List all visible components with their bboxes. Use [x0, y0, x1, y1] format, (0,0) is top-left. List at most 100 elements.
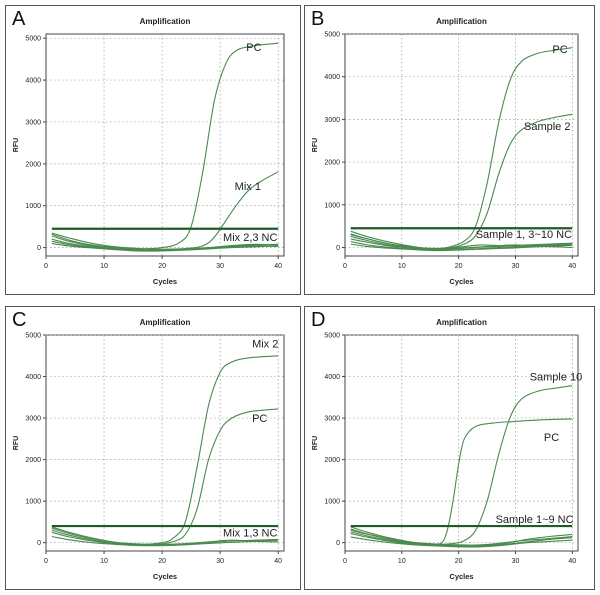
- panel-letter: A: [12, 8, 26, 30]
- y-tick-label: 1000: [25, 499, 41, 506]
- y-axis-label: RFU: [312, 436, 319, 450]
- amplification-curve: [350, 528, 573, 546]
- curve-annotation: Mix 2,3 NC: [223, 232, 277, 244]
- panel-d: Amplification 0 10 20 30 40 0 1000 2000 3000 4000 5…: [304, 306, 595, 590]
- x-tick-label: 10: [398, 558, 406, 565]
- curve-annotation: Sample 10: [530, 372, 583, 384]
- x-tick-label: 20: [158, 263, 166, 270]
- x-tick-label: 30: [512, 558, 520, 565]
- panel-b: Amplification 0 10 20 30 40 0 1000 2000 3000 4000 5…: [304, 5, 595, 295]
- y-tick-label: 4000: [324, 374, 340, 381]
- x-tick-label: 20: [455, 263, 463, 270]
- chart-title: Amplification: [436, 17, 487, 26]
- curve-annotation: PC: [544, 432, 559, 444]
- chart-title: Amplification: [436, 318, 487, 327]
- y-tick-label: 4000: [324, 74, 340, 81]
- amplification-chart-a: Amplification 0 10 20 30 40 0 1000 2000 3000 4000 5…: [13, 17, 285, 286]
- amplification-curve: [350, 113, 573, 250]
- amplification-curve: [51, 408, 279, 546]
- x-tick-label: 0: [44, 558, 48, 565]
- x-tick-label: 0: [343, 558, 347, 565]
- curve-annotation: Mix 1: [235, 181, 261, 193]
- y-tick-label: 4000: [25, 78, 41, 85]
- panel-letter: D: [311, 309, 326, 331]
- y-tick-label: 1000: [25, 203, 41, 210]
- x-axis-label: Cycles: [449, 572, 473, 581]
- series-group: [350, 385, 573, 548]
- y-tick-label: 0: [37, 245, 41, 252]
- y-tick-label: 0: [37, 540, 41, 547]
- x-tick-label: 40: [568, 263, 576, 270]
- x-tick-label: 20: [455, 558, 463, 565]
- x-axis-label: Cycles: [449, 277, 473, 286]
- x-axis-label: Cycles: [153, 572, 177, 581]
- y-tick-label: 0: [336, 245, 340, 252]
- x-tick-label: 10: [398, 263, 406, 270]
- y-tick-label: 5000: [25, 333, 41, 340]
- curve-annotation: Sample 1, 3~10 NC: [476, 229, 572, 241]
- y-tick-label: 5000: [25, 36, 41, 43]
- y-tick-label: 4000: [25, 374, 41, 381]
- curve-annotation: Sample 2: [524, 121, 570, 133]
- y-tick-label: 1000: [324, 202, 340, 209]
- amplification-curve: [350, 418, 573, 545]
- curve-annotation: Mix 2: [252, 338, 278, 350]
- curve-annotation: PC: [246, 42, 261, 54]
- panel-a: Amplification 0 10 20 30 40 0 1000 2000 3000 4000 5…: [5, 5, 301, 295]
- plot-area: [344, 334, 579, 552]
- x-tick-label: 10: [100, 263, 108, 270]
- curve-annotation: Sample 1~9 NC: [496, 514, 574, 526]
- y-tick-label: 3000: [324, 117, 340, 124]
- y-tick-label: 3000: [324, 416, 340, 423]
- amplification-curve: [350, 243, 573, 252]
- plot-area: [45, 334, 285, 552]
- x-tick-label: 20: [158, 558, 166, 565]
- amplification-curve: [51, 171, 279, 251]
- y-tick-label: 1000: [324, 499, 340, 506]
- y-axis-label: RFU: [312, 138, 319, 152]
- amplification-curve: [350, 533, 573, 547]
- x-tick-label: 30: [216, 263, 224, 270]
- y-tick-label: 2000: [324, 160, 340, 167]
- amplification-chart-d: Amplification 0 10 20 30 40 0 1000 2000 3000 4000 5…: [312, 318, 583, 581]
- y-tick-label: 2000: [25, 161, 41, 168]
- y-tick-label: 2000: [25, 457, 41, 464]
- curve-annotation: PC: [252, 413, 267, 425]
- y-tick-label: 5000: [324, 333, 340, 340]
- amplification-chart-c: Amplification 0 10 20 30 40 0 1000 2000 3000 4000 5…: [13, 318, 285, 581]
- series-group: [51, 355, 279, 547]
- x-tick-label: 40: [568, 558, 576, 565]
- x-tick-label: 40: [274, 263, 282, 270]
- x-tick-label: 40: [274, 558, 282, 565]
- y-tick-label: 0: [336, 540, 340, 547]
- series-group: [350, 47, 573, 252]
- y-tick-label: 2000: [324, 457, 340, 464]
- amplification-curve: [51, 232, 279, 250]
- x-tick-label: 30: [216, 558, 224, 565]
- plot-area: [45, 33, 285, 257]
- y-axis-label: RFU: [13, 138, 20, 152]
- y-axis-label: RFU: [13, 436, 20, 450]
- x-tick-label: 0: [44, 263, 48, 270]
- x-tick-label: 0: [343, 263, 347, 270]
- amplification-chart-b: Amplification 0 10 20 30 40 0 1000 2000 3000 4000 5…: [312, 17, 579, 286]
- y-tick-label: 3000: [25, 416, 41, 423]
- amplification-curve: [350, 233, 573, 250]
- panel-letter: C: [12, 309, 27, 331]
- x-tick-label: 10: [100, 558, 108, 565]
- panel-letter: B: [311, 8, 325, 30]
- plot-area: [344, 33, 579, 257]
- x-tick-label: 30: [512, 263, 520, 270]
- amplification-curve: [51, 526, 279, 545]
- amplification-curve: [350, 230, 573, 250]
- panel-c: Amplification 0 10 20 30 40 0 1000 2000 3000 4000 5…: [5, 306, 301, 590]
- curve-annotation: PC: [552, 44, 567, 56]
- amplification-curve: [51, 535, 279, 547]
- amplification-curve: [51, 242, 279, 252]
- curve-annotation: Mix 1,3 NC: [223, 527, 277, 539]
- series-group: [51, 42, 279, 252]
- chart-title: Amplification: [140, 318, 191, 327]
- amplification-curve: [51, 355, 279, 545]
- chart-title: Amplification: [140, 17, 191, 26]
- y-tick-label: 3000: [25, 119, 41, 126]
